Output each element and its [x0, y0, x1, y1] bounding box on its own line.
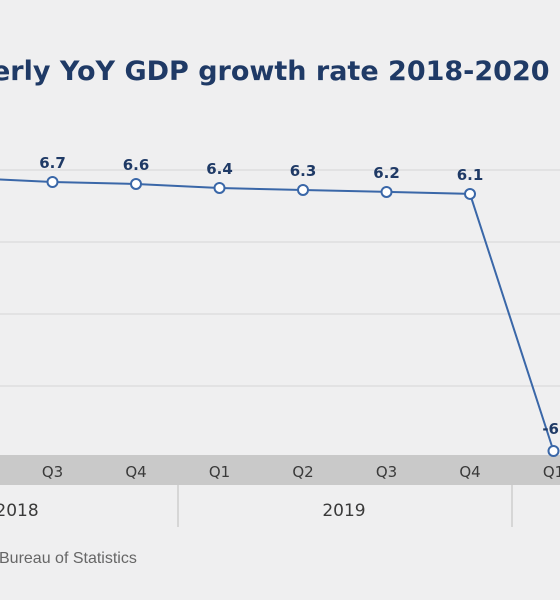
quarter-tick-label: Q2: [292, 463, 313, 481]
data-point: [380, 185, 393, 198]
quarter-tick-label: Q1: [209, 463, 230, 481]
data-point: [464, 187, 476, 200]
source-note: Bureau of Statistics: [0, 550, 137, 567]
data-points: [46, 175, 560, 457]
quarter-tick-label: Q3: [42, 463, 63, 481]
data-label: 6.6: [123, 156, 150, 174]
year-label: 2019: [322, 501, 365, 521]
data-point: [297, 183, 309, 196]
data-point: [46, 175, 59, 188]
year-axis: 2018 2019: [0, 485, 513, 527]
quarter-tick-label: Q4: [459, 463, 480, 481]
data-label: 6.4: [206, 160, 233, 178]
data-labels: 6.7 6.6 6.4 6.3 6.2 6.1 -6.: [39, 154, 560, 438]
data-label: 6.2: [373, 164, 400, 182]
chart-title: erly YoY GDP growth rate 2018-2020: [0, 56, 550, 87]
data-point: [547, 445, 560, 457]
gridlines: [0, 169, 560, 387]
data-label: 6.1: [457, 166, 484, 184]
quarter-tick-label: Q4: [125, 463, 146, 481]
data-label: 6.7: [39, 154, 66, 172]
line-chart: Q3 Q4 Q1 Q2 Q3 Q4 Q1 2018 2019 6.7 6.6 6.4 6.3 6.2 6…: [0, 154, 560, 527]
quarter-tick-label: Q1: [543, 463, 560, 481]
gdp-growth-line: [0, 178, 555, 452]
quarter-tick-labels: Q3 Q4 Q1 Q2 Q3 Q4 Q1: [42, 463, 560, 481]
year-label: 2018: [0, 501, 39, 521]
data-label: -6.: [542, 420, 560, 438]
data-point: [130, 177, 142, 190]
data-label: 6.3: [290, 162, 317, 180]
quarter-tick-label: Q3: [376, 463, 397, 481]
quarter-axis-band: [0, 455, 560, 485]
data-point: [213, 181, 226, 194]
